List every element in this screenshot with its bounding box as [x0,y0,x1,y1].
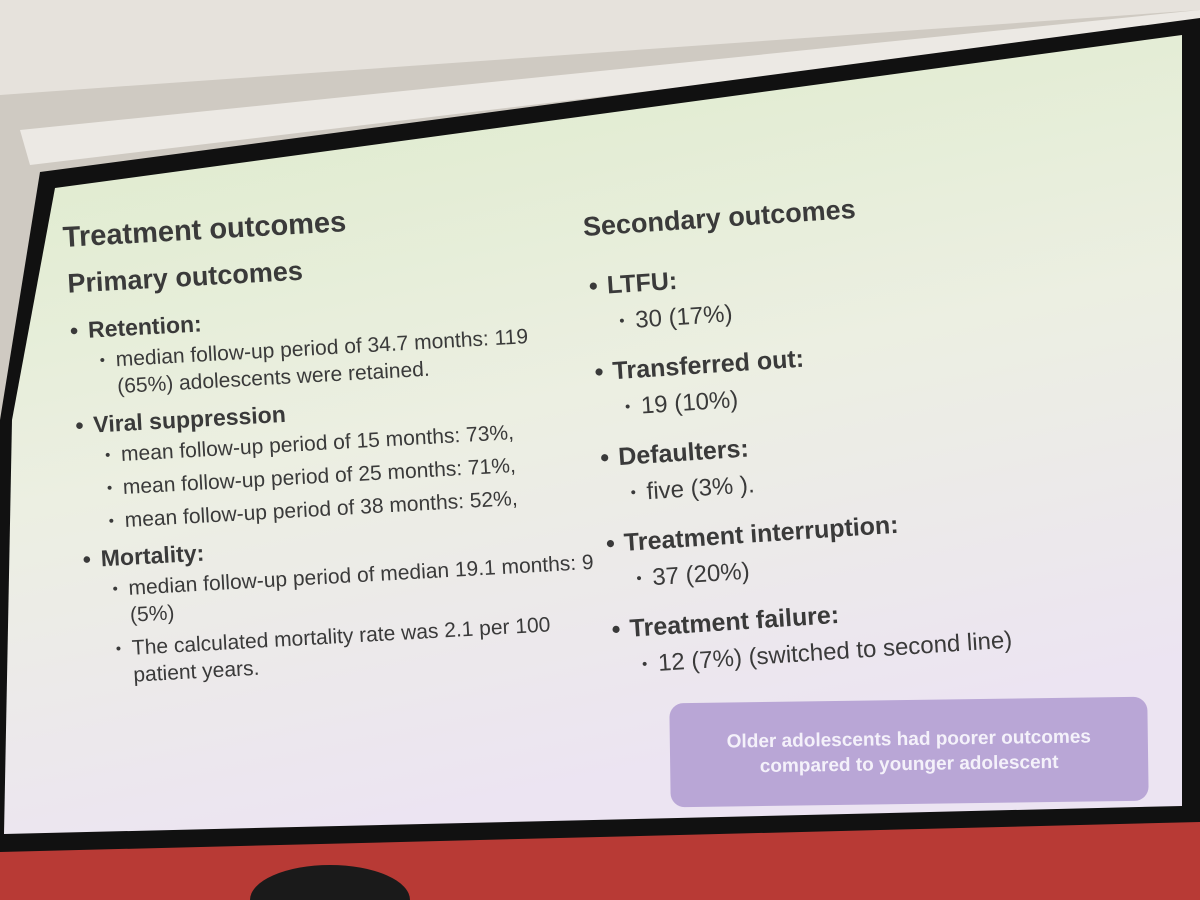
list-item: Retention:median follow-up period of 34.… [67,289,591,403]
list-item: Transferred out:19 (10%) [592,322,1155,423]
list-item: Treatment failure:12 (7%) (switched to s… [609,579,1172,680]
right-column: Secondary outcomes LTFU:30 (17%)Transfer… [582,175,1173,702]
audience-head [250,865,410,900]
right-list: LTFU:30 (17%)Transferred out:19 (10%)Def… [586,236,1172,680]
list-item: LTFU:30 (17%) [586,236,1149,337]
callout-text: Older adolescents had poorer outcomes co… [726,726,1092,778]
ceiling [0,0,1200,95]
list-item: Treatment interruption:37 (20%) [603,493,1166,594]
callout-box: Older adolescents had poorer outcomes co… [669,696,1149,808]
list-item: Defaulters:five (3% ). [597,407,1160,508]
list-item: Mortality:median follow-up period of med… [80,517,607,691]
screen-casing [20,10,1200,165]
left-list: Retention:median follow-up period of 34.… [67,289,607,691]
left-column: Treatment outcomes Primary outcomes Rete… [62,193,608,701]
list-item: Viral suppressionmean follow-up period o… [73,384,599,537]
